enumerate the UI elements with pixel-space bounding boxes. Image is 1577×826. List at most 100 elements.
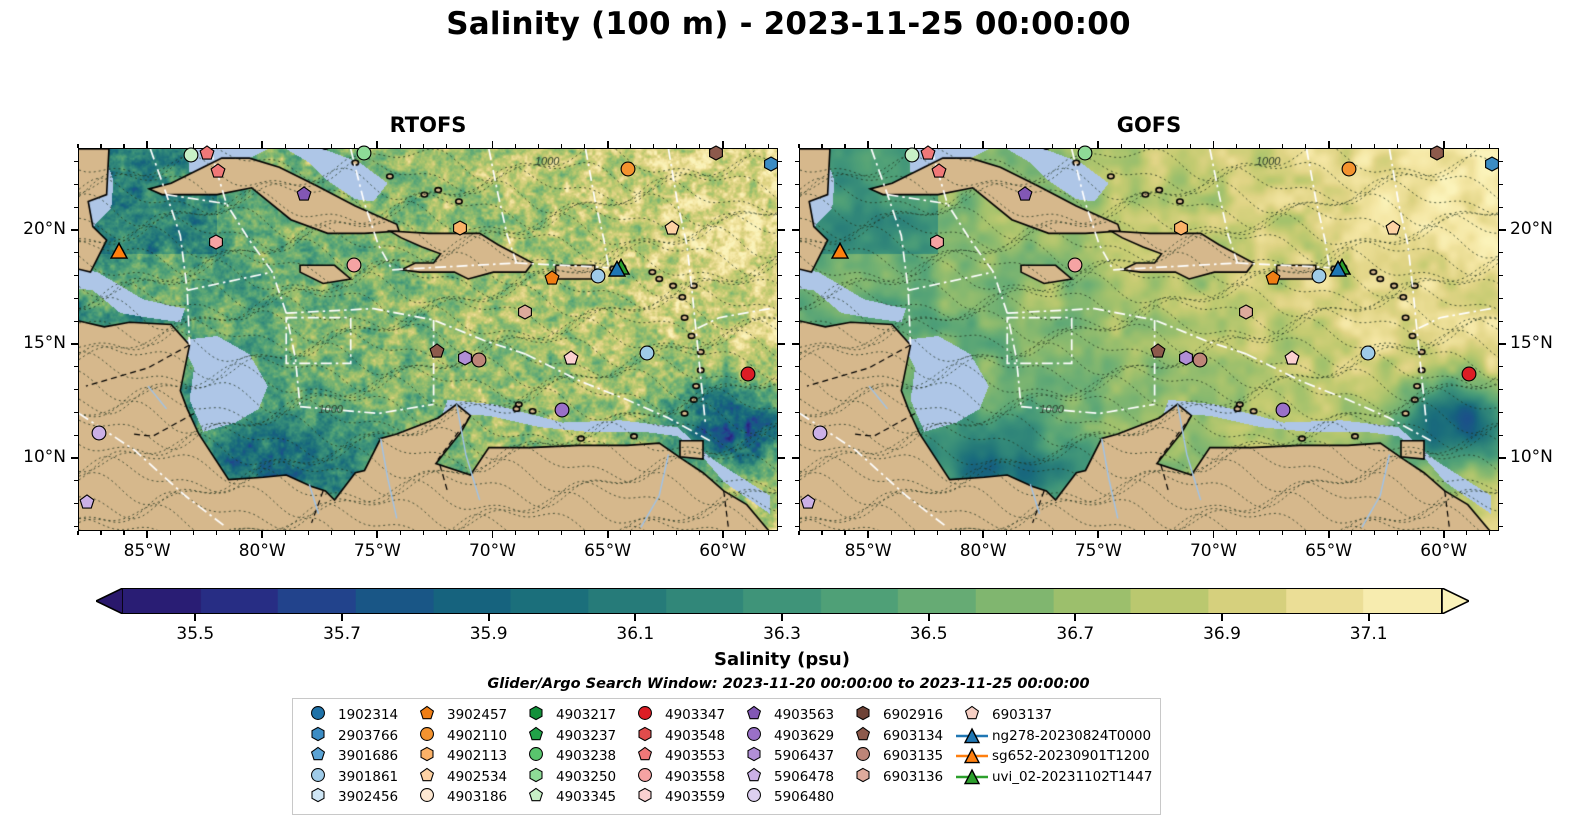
- ytick-minor: [74, 183, 78, 186]
- map-marker-ng278[interactable]: [1328, 260, 1347, 283]
- legend-label: 4903345: [556, 789, 617, 806]
- map-marker-4902534[interactable]: [1385, 220, 1401, 240]
- legend-item[interactable]: 4903553: [628, 746, 737, 767]
- legend-item[interactable]: 6903135: [846, 746, 955, 767]
- xtick-minor: [844, 144, 846, 148]
- map-marker-4903250[interactable]: [356, 145, 372, 165]
- map-marker-4903563[interactable]: [1017, 186, 1033, 206]
- map-marker-6903134[interactable]: [1429, 145, 1445, 165]
- map-marker-4903345[interactable]: [904, 147, 920, 167]
- map-marker-6903136[interactable]: [517, 304, 533, 324]
- map-marker-4903553b[interactable]: [210, 163, 226, 183]
- legend-label: 4902110: [447, 727, 508, 744]
- legend-item[interactable]: 6902916: [846, 705, 955, 726]
- legend-item[interactable]: uvi_02-20231102T1447: [955, 767, 1152, 788]
- legend-item[interactable]: 4903559: [628, 787, 737, 808]
- legend-item[interactable]: 4903217: [519, 705, 628, 726]
- map-marker-3901861[interactable]: [590, 268, 606, 288]
- map-marker-2903766[interactable]: [763, 156, 779, 176]
- legend-item[interactable]: 6903137: [955, 705, 1152, 726]
- map-marker-5906478b[interactable]: [800, 493, 816, 514]
- map-marker-3901861[interactable]: [1311, 268, 1327, 288]
- legend-item[interactable]: 3901686: [301, 746, 410, 767]
- map-marker-3902457[interactable]: [544, 270, 560, 290]
- ytick-minor: [778, 206, 782, 208]
- map-marker-6903135[interactable]: [1192, 352, 1208, 372]
- map-marker-4902113[interactable]: [1173, 220, 1189, 240]
- legend-item[interactable]: 4903250: [519, 767, 628, 788]
- legend-item[interactable]: 4903347: [628, 705, 737, 726]
- map-marker-4902110[interactable]: [620, 161, 636, 181]
- legend-item[interactable]: 4903186: [410, 787, 519, 808]
- map-marker-4903558[interactable]: [208, 234, 224, 254]
- map-marker-6903134b[interactable]: [429, 343, 445, 363]
- xtick-minor: [676, 144, 678, 148]
- map-marker-4903250[interactable]: [1077, 145, 1093, 165]
- legend-item[interactable]: 3901861: [301, 767, 410, 788]
- legend-item[interactable]: 4903238: [519, 746, 628, 767]
- map-marker-4903553[interactable]: [199, 145, 215, 165]
- legend-item[interactable]: 4903345: [519, 787, 628, 808]
- map-marker-5906478[interactable]: [812, 425, 828, 445]
- map-marker-3902457[interactable]: [1265, 270, 1281, 290]
- map-marker-4903345[interactable]: [183, 147, 199, 167]
- map-marker-4902110[interactable]: [1341, 161, 1357, 181]
- map-marker-5906437[interactable]: [457, 350, 473, 370]
- legend-item[interactable]: 6903134: [846, 726, 955, 747]
- map-marker-4903629[interactable]: [1275, 402, 1291, 422]
- legend-item[interactable]: 6903136: [846, 767, 955, 788]
- legend-item[interactable]: 3902457: [410, 705, 519, 726]
- ytick-minor: [74, 503, 78, 505]
- map-marker-6903136[interactable]: [1238, 304, 1254, 324]
- legend-item[interactable]: 4903629: [737, 726, 846, 747]
- legend-item[interactable]: 4903548: [628, 726, 737, 747]
- legend-item[interactable]: 3902456: [301, 787, 410, 808]
- map-marker-6903134b[interactable]: [1150, 343, 1166, 363]
- map-panel-rtofs[interactable]: [78, 148, 778, 531]
- legend-item[interactable]: 4902113: [410, 746, 519, 767]
- map-marker-ng278[interactable]: [607, 260, 626, 283]
- map-marker-5906478[interactable]: [91, 425, 107, 445]
- map-marker-2903766[interactable]: [1484, 156, 1500, 176]
- xtick-minor: [1051, 531, 1053, 535]
- legend-item[interactable]: 4902110: [410, 726, 519, 747]
- map-marker-3901861b[interactable]: [639, 345, 655, 365]
- map-marker-3901861b[interactable]: [1360, 345, 1376, 365]
- map-marker-4903553b[interactable]: [931, 163, 947, 183]
- map-marker-6903134[interactable]: [708, 145, 724, 165]
- legend-item[interactable]: 5906437: [737, 746, 846, 767]
- legend-item[interactable]: 4902534: [410, 767, 519, 788]
- map-panel-gofs-canvas: [800, 149, 1498, 530]
- map-marker-4902534[interactable]: [664, 220, 680, 240]
- map-marker-5906478b[interactable]: [79, 493, 95, 514]
- ytick-minor: [74, 320, 78, 322]
- map-marker-4903559[interactable]: [1284, 350, 1300, 370]
- map-marker-6903135[interactable]: [471, 352, 487, 372]
- map-marker-4903553[interactable]: [920, 145, 936, 165]
- legend-item[interactable]: sg652-20230901T1200: [955, 746, 1152, 767]
- xtick-minor: [798, 144, 800, 148]
- map-marker-4902113[interactable]: [452, 220, 468, 240]
- map-marker-5906437[interactable]: [1178, 350, 1194, 370]
- map-marker-sg652[interactable]: [110, 241, 129, 264]
- legend-item[interactable]: 5906478: [737, 767, 846, 788]
- legend-item[interactable]: ng278-20230824T0000: [955, 726, 1152, 747]
- legend-label: 4903563: [774, 707, 835, 724]
- legend-item[interactable]: 1902314: [301, 705, 410, 726]
- map-marker-4903563[interactable]: [296, 186, 312, 206]
- map-marker-4903558b[interactable]: [346, 257, 362, 277]
- legend-item[interactable]: 2903766: [301, 726, 410, 747]
- map-marker-4903347[interactable]: [740, 366, 756, 386]
- map-marker-4903558[interactable]: [929, 234, 945, 254]
- map-marker-4903559[interactable]: [563, 350, 579, 370]
- map-marker-sg652[interactable]: [831, 241, 850, 264]
- map-marker-4903558b[interactable]: [1067, 257, 1083, 277]
- legend-item[interactable]: 4903558: [628, 767, 737, 788]
- legend-item[interactable]: 5906480: [737, 787, 846, 808]
- map-marker-4903629[interactable]: [554, 402, 570, 422]
- map-marker-4903347[interactable]: [1461, 366, 1477, 386]
- legend[interactable]: 1902314 2903766 3901686 3901861 3902456 39024…: [292, 698, 1162, 815]
- legend-item[interactable]: 4903237: [519, 726, 628, 747]
- legend-item[interactable]: 4903563: [737, 705, 846, 726]
- map-panel-gofs[interactable]: [799, 148, 1499, 531]
